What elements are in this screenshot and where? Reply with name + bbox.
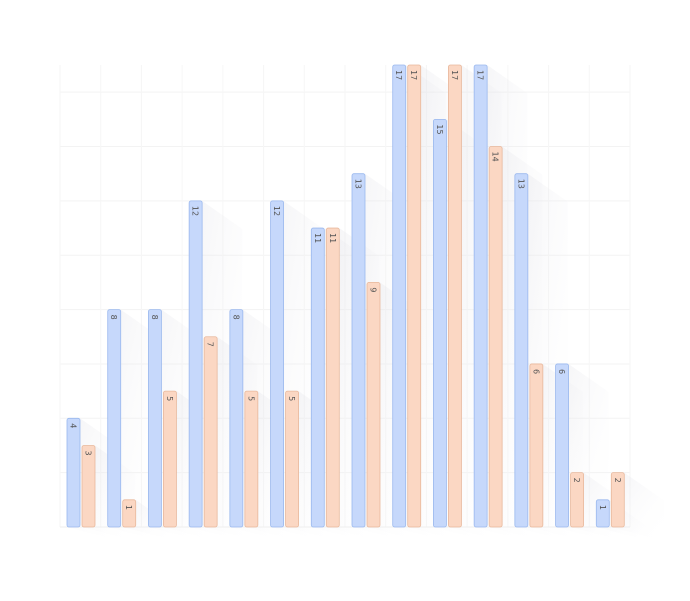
bar-value-label: 2 xyxy=(572,478,581,483)
bar-value-label: 3 xyxy=(84,450,93,455)
bar xyxy=(163,390,177,528)
bar-value-label: 8 xyxy=(109,315,118,320)
bar xyxy=(244,390,259,528)
bar-value-label: 5 xyxy=(246,396,255,401)
bar xyxy=(351,173,366,528)
bar-value-label: 13 xyxy=(354,179,363,189)
bar-value-label: 9 xyxy=(369,287,378,292)
bar xyxy=(514,173,529,528)
bar xyxy=(473,64,488,528)
bar xyxy=(488,146,503,528)
bar xyxy=(610,472,625,528)
bar-value-label: 15 xyxy=(435,124,444,134)
bar xyxy=(122,499,137,528)
bar-value-label: 5 xyxy=(165,396,174,401)
bar-value-label: 17 xyxy=(394,70,403,80)
bar xyxy=(148,309,162,528)
bar xyxy=(229,309,244,528)
bar-value-label: 11 xyxy=(328,233,337,243)
bar-value-label: 4 xyxy=(69,423,78,428)
bars xyxy=(66,64,625,528)
bar xyxy=(595,499,610,528)
bar xyxy=(570,472,584,528)
bar xyxy=(107,309,122,528)
bar-value-label: 17 xyxy=(450,70,459,80)
bar-value-label: 14 xyxy=(491,152,500,162)
bar-value-label: 17 xyxy=(409,70,418,80)
bar-value-label: 5 xyxy=(287,396,296,401)
bar xyxy=(433,118,447,528)
bar-value-label: 1 xyxy=(124,505,133,510)
bar-value-label: 2 xyxy=(613,478,622,483)
bar-value-label: 13 xyxy=(516,179,525,189)
bar-value-label: 8 xyxy=(231,315,240,320)
bar-value-label: 12 xyxy=(272,206,281,216)
bar xyxy=(66,417,81,528)
bar-value-label: 17 xyxy=(476,70,485,80)
bar-value-label: 6 xyxy=(531,369,540,374)
bar-value-label: 8 xyxy=(150,315,159,320)
bar xyxy=(270,200,284,528)
bar xyxy=(81,445,96,528)
bar-value-label: 1 xyxy=(598,505,607,510)
bar xyxy=(529,363,544,528)
bar xyxy=(448,64,462,528)
bar xyxy=(366,282,381,528)
bar-value-label: 7 xyxy=(206,342,215,347)
bar xyxy=(407,64,422,528)
bar xyxy=(310,227,325,528)
bar xyxy=(188,200,203,528)
bar xyxy=(325,227,340,528)
bar xyxy=(285,390,299,528)
bar-value-label: 6 xyxy=(557,369,566,374)
bar-value-label: 11 xyxy=(313,233,322,243)
bar xyxy=(392,64,407,528)
bar xyxy=(203,336,218,528)
bar-value-label: 12 xyxy=(191,206,200,216)
bar xyxy=(555,363,569,528)
